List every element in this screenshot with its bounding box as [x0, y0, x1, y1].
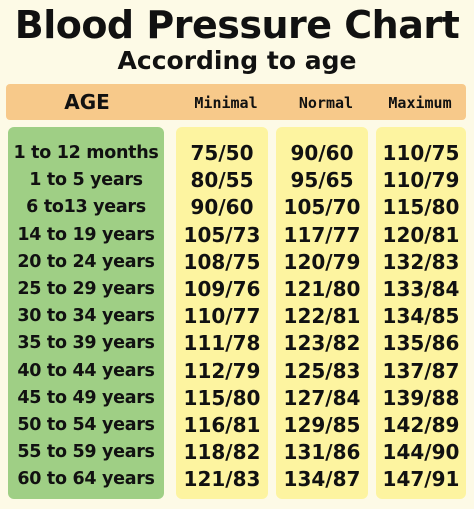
table-row: 35 to 39 years 111/78 123/82 135/86 [0, 330, 474, 357]
maximum-column-background [376, 127, 466, 499]
table-row: 14 to 19 years 105/73 117/77 120/81 [0, 222, 474, 249]
minimal-cell: 112/79 [183, 358, 261, 383]
maximum-cell: 115/80 [382, 195, 460, 220]
table-row: 60 to 64 years 121/83 134/87 147/91 [0, 466, 474, 493]
header-minimal: Minimal [194, 94, 258, 112]
minimal-cell: 80/55 [190, 168, 254, 193]
header-age: AGE [64, 90, 110, 114]
maximum-cell: 139/88 [382, 385, 460, 410]
normal-cell: 131/86 [283, 440, 361, 465]
normal-cell: 122/81 [283, 304, 361, 329]
age-cell: 1 to 12 months [13, 143, 159, 163]
normal-cell: 123/82 [283, 331, 361, 356]
normal-cell: 134/87 [283, 467, 361, 492]
normal-cell: 120/79 [283, 249, 361, 274]
normal-cell: 117/77 [283, 222, 361, 247]
table-row: 40 to 44 years 112/79 125/83 137/87 [0, 358, 474, 385]
maximum-cell: 132/83 [382, 249, 460, 274]
normal-cell: 105/70 [283, 195, 361, 220]
age-cell: 6 to13 years [26, 197, 146, 218]
minimal-column-background [176, 127, 268, 499]
table-row: 50 to 54 years 116/81 129/85 142/89 [0, 412, 474, 439]
age-cell: 30 to 34 years [17, 306, 155, 327]
age-cell: 25 to 29 years [17, 278, 155, 299]
age-cell: 60 to 64 years [17, 469, 155, 490]
minimal-cell: 105/73 [183, 222, 261, 247]
maximum-cell: 134/85 [382, 304, 460, 329]
maximum-cell: 133/84 [382, 276, 460, 301]
page-subtitle: According to age [117, 46, 357, 75]
age-cell: 50 to 54 years [17, 414, 155, 435]
maximum-cell: 147/91 [382, 467, 460, 492]
table-row: 45 to 49 years 115/80 127/84 139/88 [0, 385, 474, 412]
normal-cell: 129/85 [283, 412, 361, 437]
maximum-cell: 110/79 [382, 168, 460, 193]
maximum-cell: 110/75 [382, 141, 460, 165]
normal-cell: 90/60 [290, 141, 354, 165]
normal-cell: 125/83 [283, 358, 361, 383]
table-row: 6 to13 years 90/60 105/70 115/80 [0, 194, 474, 221]
minimal-cell: 121/83 [183, 467, 261, 492]
header-normal: Normal [298, 94, 354, 112]
age-cell: 35 to 39 years [17, 333, 155, 354]
minimal-cell: 90/60 [190, 195, 254, 220]
table-header: AGE Minimal Normal Maximum [6, 84, 466, 120]
age-cell: 14 to 19 years [17, 224, 155, 245]
minimal-cell: 108/75 [183, 249, 261, 274]
minimal-cell: 110/77 [183, 304, 261, 329]
minimal-cell: 109/76 [183, 276, 261, 301]
normal-cell: 121/80 [283, 276, 361, 301]
age-cell: 45 to 49 years [17, 387, 155, 408]
age-cell: 40 to 44 years [17, 360, 155, 381]
maximum-cell: 142/89 [382, 412, 460, 437]
age-cell: 20 to 24 years [17, 251, 155, 272]
normal-cell: 95/65 [290, 168, 354, 193]
maximum-cell: 144/90 [382, 440, 460, 465]
minimal-cell: 116/81 [183, 412, 261, 437]
minimal-cell: 111/78 [183, 331, 261, 356]
maximum-cell: 135/86 [382, 331, 460, 356]
minimal-cell: 115/80 [183, 385, 261, 410]
page-title: Blood Pressure Chart [14, 3, 460, 47]
minimal-cell: 118/82 [183, 440, 261, 465]
table-row: 30 to 34 years 110/77 122/81 134/85 [0, 303, 474, 330]
table-row: 20 to 24 years 108/75 120/79 132/83 [0, 249, 474, 276]
table-body: 1 to 12 months 75/50 90/60 110/75 1 to 5 yea… [0, 140, 474, 493]
age-cell: 1 to 5 years [29, 170, 143, 191]
age-column-background [8, 127, 164, 499]
header-maximum: Maximum [388, 94, 452, 112]
table-row: 1 to 12 months 75/50 90/60 110/75 [0, 140, 474, 167]
table-row: 1 to 5 years 80/55 95/65 110/79 [0, 167, 474, 194]
normal-cell: 127/84 [283, 385, 361, 410]
maximum-cell: 137/87 [382, 358, 460, 383]
maximum-cell: 120/81 [382, 222, 460, 247]
normal-column-background [276, 127, 368, 499]
minimal-cell: 75/50 [190, 141, 254, 165]
age-cell: 55 to 59 years [17, 442, 155, 463]
table-row: 55 to 59 years 118/82 131/86 144/90 [0, 439, 474, 466]
table-row: 25 to 29 years 109/76 121/80 133/84 [0, 276, 474, 303]
